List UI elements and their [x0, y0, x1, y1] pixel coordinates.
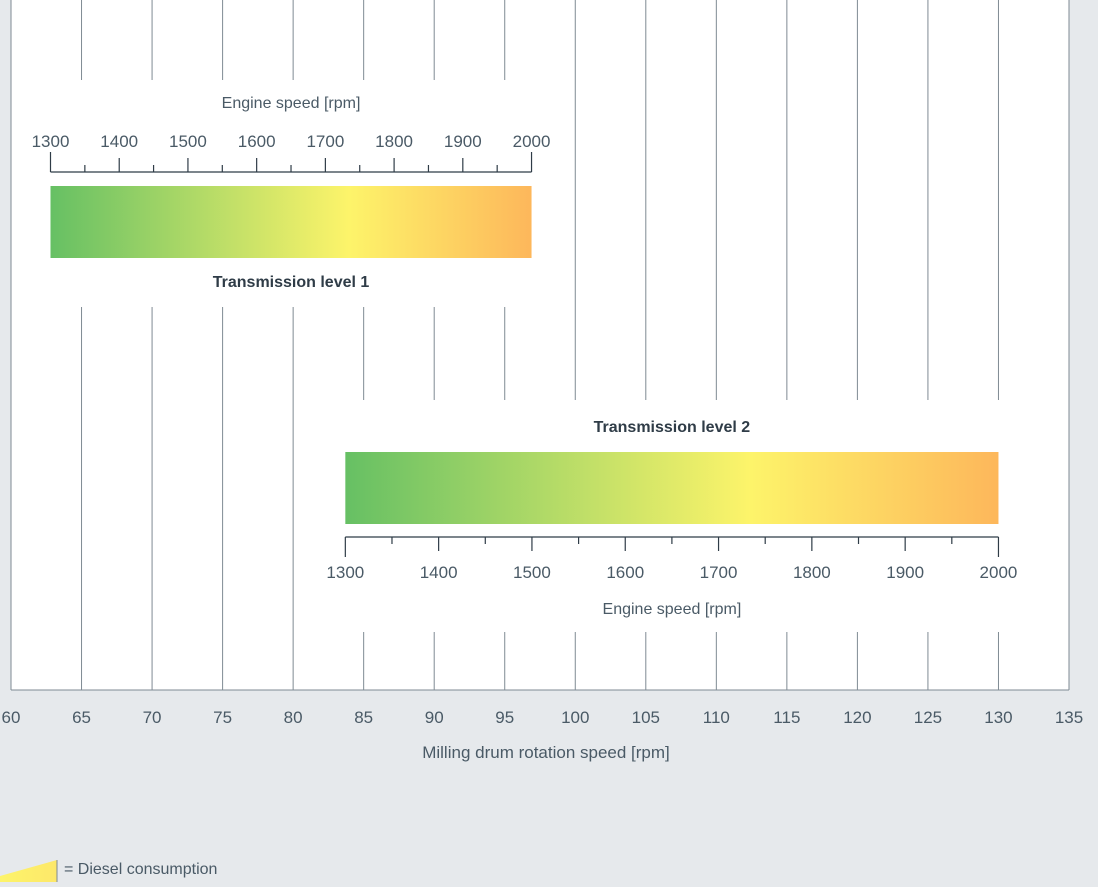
x-tick-label: 95	[495, 708, 514, 727]
x-tick-label: 60	[2, 708, 21, 727]
x-tick-label: 115	[773, 708, 800, 727]
x-tick-label: 135	[1055, 708, 1083, 727]
x-axis: 60 65 70 75 80 85 90 95 100 105 110 115 120 125 130 135	[2, 690, 1084, 727]
transmission-bar	[345, 452, 998, 524]
diesel-consumption-swatch-icon	[0, 858, 60, 882]
engine-tick-label: 1700	[306, 132, 344, 151]
engine-tick-label: 1300	[32, 132, 70, 151]
engine-tick-label: 1300	[326, 563, 364, 582]
engine-tick-label: 1800	[793, 563, 831, 582]
x-axis-label: Milling drum rotation speed [rpm]	[422, 743, 670, 762]
x-tick-label: 110	[703, 708, 730, 727]
engine-tick-label: 1600	[238, 132, 276, 151]
engine-tick-label: 2000	[980, 563, 1018, 582]
engine-tick-label: 1500	[169, 132, 207, 151]
engine-tick-label: 1400	[420, 563, 458, 582]
x-tick-label: 85	[354, 708, 373, 727]
x-tick-label: 90	[425, 708, 444, 727]
engine-tick-label: 2000	[513, 132, 551, 151]
x-tick-label: 125	[914, 708, 942, 727]
x-tick-label: 80	[284, 708, 303, 727]
x-tick-label: 65	[72, 708, 91, 727]
plot-area	[11, 0, 1069, 690]
legend: = Diesel consumption	[0, 858, 217, 882]
x-tick-label: 75	[213, 708, 232, 727]
engine-axis-label: Engine speed [rpm]	[603, 601, 742, 618]
transmission-title: Transmission level 1	[213, 274, 370, 291]
engine-tick-label: 1400	[100, 132, 138, 151]
engine-tick-label: 1500	[513, 563, 551, 582]
transmission-title: Transmission level 2	[594, 419, 751, 436]
engine-tick-label: 1900	[886, 563, 924, 582]
transmission-bar	[50, 186, 531, 258]
x-tick-label: 130	[984, 708, 1012, 727]
engine-tick-label: 1900	[444, 132, 482, 151]
engine-tick-label: 1600	[606, 563, 644, 582]
x-tick-label: 105	[632, 708, 660, 727]
engine-tick-label: 1700	[700, 563, 738, 582]
x-tick-label: 100	[561, 708, 589, 727]
engine-axis-label: Engine speed [rpm]	[222, 95, 361, 112]
legend-label: = Diesel consumption	[64, 861, 217, 879]
x-tick-label: 70	[143, 708, 162, 727]
engine-tick-label: 1800	[375, 132, 413, 151]
x-tick-label: 120	[843, 708, 871, 727]
